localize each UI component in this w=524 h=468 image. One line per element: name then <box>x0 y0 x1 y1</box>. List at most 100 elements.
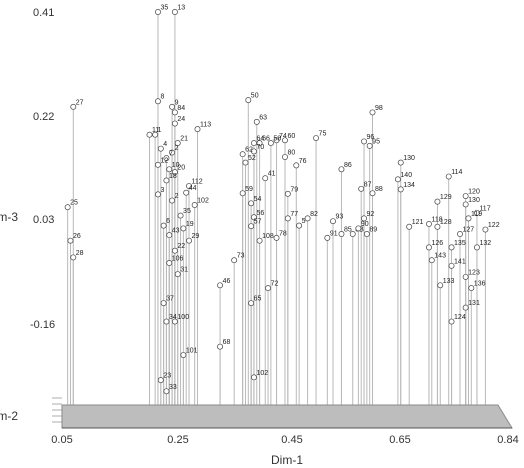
point-label: 21 <box>180 136 188 143</box>
point-label: 68 <box>223 339 231 346</box>
point-label: 140 <box>400 172 412 179</box>
data-point <box>448 262 455 269</box>
point-label: 90 <box>361 221 369 228</box>
point-label: 3 <box>160 187 164 194</box>
point-label: 57 <box>254 219 262 226</box>
data-point <box>217 282 224 289</box>
data-point <box>155 191 161 198</box>
data-point <box>171 109 178 116</box>
point-label: 120 <box>468 189 480 196</box>
data-point <box>160 300 167 307</box>
y-tick-label: 0.22 <box>33 111 54 123</box>
data-point <box>273 234 280 241</box>
y-tick-label: 0.03 <box>33 214 54 226</box>
point-label: 84 <box>177 105 185 112</box>
data-point <box>273 137 280 144</box>
data-point <box>426 220 432 227</box>
point-label: 126 <box>431 240 443 247</box>
point-label: 35 <box>160 5 168 12</box>
data-point <box>445 173 452 180</box>
point-label: 79 <box>290 186 298 193</box>
point-label: 41 <box>268 171 276 178</box>
point-label: 58 <box>273 136 281 143</box>
point-label: 19 <box>186 221 194 228</box>
x-axis-label: Dim-1 <box>271 453 303 467</box>
point-label: 82 <box>310 211 318 218</box>
point-label: 54 <box>254 196 262 203</box>
point-label: 108 <box>262 233 274 240</box>
point-label: 77 <box>290 211 298 218</box>
data-point <box>174 271 181 278</box>
point-label: 87 <box>364 181 372 188</box>
point-label: 33 <box>169 384 177 391</box>
data-point <box>394 176 401 183</box>
data-point <box>428 257 435 264</box>
point-label: 60 <box>288 133 296 140</box>
point-label: 101 <box>186 348 198 355</box>
data-point <box>160 222 167 229</box>
point-label: 143 <box>434 253 446 260</box>
point-label: 135 <box>454 240 466 247</box>
data-point <box>369 109 376 116</box>
point-label: 52 <box>248 155 256 162</box>
point-label: 34 <box>169 314 177 321</box>
data-point <box>397 159 404 166</box>
data-point <box>155 161 161 168</box>
point-label: 80 <box>288 150 296 157</box>
data-point <box>186 183 192 189</box>
data-point <box>163 388 170 395</box>
point-label: 124 <box>454 314 466 321</box>
data-point <box>171 247 178 254</box>
data-point <box>146 131 153 138</box>
point-label: 56 <box>256 210 264 217</box>
point-label: 136 <box>474 281 486 288</box>
point-label: 25 <box>70 200 78 207</box>
point-label: 4 <box>163 141 167 148</box>
point-label: 2 <box>175 193 179 200</box>
data-point <box>171 120 178 127</box>
data-point <box>70 254 77 261</box>
data-point <box>265 285 272 292</box>
data-point <box>250 374 257 381</box>
point-label: 13 <box>177 5 185 12</box>
data-point <box>231 257 238 264</box>
point-label: 118 <box>431 216 442 223</box>
z-axis-label: Dim-2 <box>0 409 18 423</box>
x-tick-label: 0.84 <box>497 434 518 446</box>
point-label: 26 <box>73 233 81 240</box>
y-tick-label: -0.16 <box>30 319 55 331</box>
data-point <box>473 244 480 251</box>
data-point <box>186 237 192 244</box>
point-label: 76 <box>299 158 307 165</box>
data-point <box>434 223 441 230</box>
point-label: 92 <box>367 211 375 218</box>
point-label: 73 <box>237 253 245 260</box>
data-point <box>253 118 260 125</box>
point-label: 119 <box>471 211 482 218</box>
data-point <box>363 231 370 237</box>
data-point <box>194 126 201 133</box>
data-point <box>155 98 161 105</box>
point-label: 141 <box>454 258 466 265</box>
point-label: 129 <box>440 194 452 201</box>
point-label: 31 <box>180 267 188 274</box>
data-point <box>239 190 246 197</box>
point-label: 20 <box>177 165 185 172</box>
point-label: 35 <box>183 208 191 215</box>
data-point <box>239 151 246 158</box>
point-label: 37 <box>166 296 174 303</box>
point-label: 74 <box>279 133 287 140</box>
data-point <box>462 201 469 208</box>
point-label: 8 <box>160 94 164 101</box>
point-label: 59 <box>245 186 253 193</box>
data-point <box>457 231 463 237</box>
point-label: 128 <box>440 219 452 226</box>
data-point <box>250 214 257 221</box>
data-point <box>248 200 255 207</box>
data-point <box>437 282 444 289</box>
data-point <box>166 260 173 266</box>
point-label: 65 <box>254 296 262 303</box>
data-point <box>355 225 362 232</box>
data-point <box>426 244 432 251</box>
point-label: 27 <box>76 99 84 106</box>
